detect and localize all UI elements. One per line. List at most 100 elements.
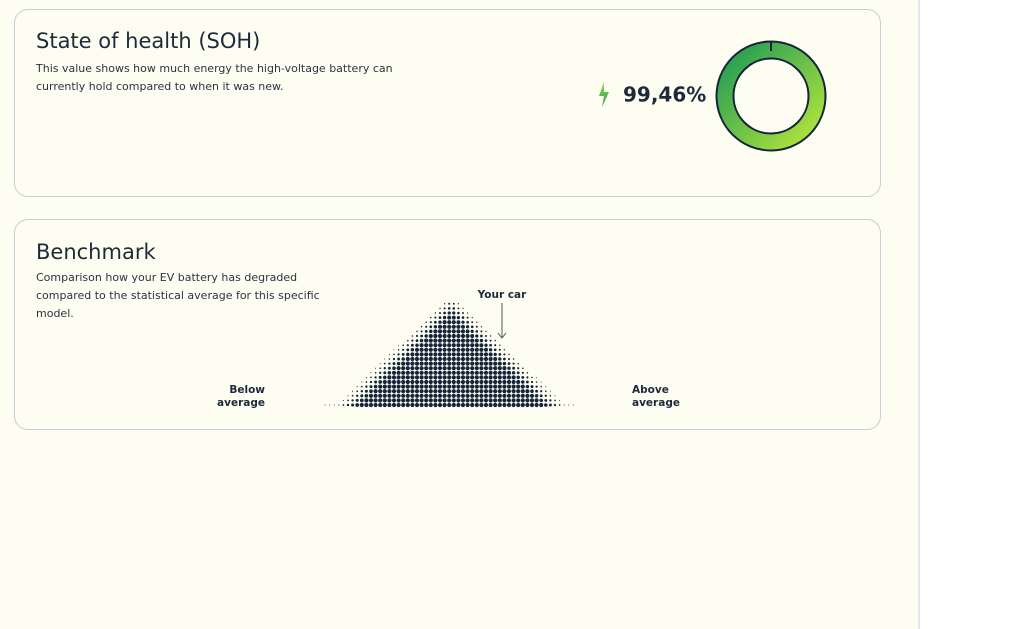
dot xyxy=(437,393,443,398)
dot xyxy=(483,352,489,357)
dot xyxy=(451,356,456,362)
dot xyxy=(379,367,382,370)
dot xyxy=(428,375,433,380)
dot xyxy=(456,389,461,394)
dot xyxy=(470,398,475,403)
dot xyxy=(401,402,406,408)
dot xyxy=(493,356,498,362)
dot xyxy=(529,398,535,403)
dot xyxy=(447,366,452,371)
dot xyxy=(428,379,433,385)
dot xyxy=(502,398,507,403)
dot xyxy=(479,370,484,375)
dot xyxy=(456,375,461,380)
dot xyxy=(401,389,406,394)
above-label: Above xyxy=(632,384,669,396)
dot xyxy=(483,356,489,362)
dot xyxy=(456,343,461,348)
dot xyxy=(451,375,456,380)
dot xyxy=(451,379,456,385)
dot xyxy=(420,334,423,338)
dot xyxy=(447,384,452,389)
dot xyxy=(470,379,475,385)
dot xyxy=(540,385,542,388)
dot xyxy=(488,348,493,352)
dot xyxy=(437,324,443,329)
dot xyxy=(474,375,479,380)
dot xyxy=(402,344,404,346)
dot xyxy=(479,356,484,362)
dot xyxy=(506,389,512,394)
ring xyxy=(717,42,825,150)
dot xyxy=(545,390,547,392)
dot xyxy=(474,347,479,352)
dot xyxy=(530,385,534,389)
dot xyxy=(516,379,521,385)
dot xyxy=(521,375,525,379)
dot xyxy=(511,389,516,394)
dot xyxy=(447,375,452,380)
dot xyxy=(502,361,507,366)
dot xyxy=(498,357,502,361)
dot xyxy=(456,352,461,357)
dot xyxy=(415,343,419,347)
dot xyxy=(410,393,415,398)
dot xyxy=(442,347,447,352)
dot xyxy=(544,394,547,397)
dot xyxy=(479,389,484,394)
dot xyxy=(470,361,475,366)
dot xyxy=(488,402,493,408)
dot xyxy=(460,347,466,352)
dot xyxy=(378,393,383,398)
dot xyxy=(483,361,489,366)
dot xyxy=(470,334,475,338)
dot xyxy=(424,366,429,371)
dot xyxy=(419,343,424,348)
dot xyxy=(502,402,507,408)
dot xyxy=(529,393,535,398)
dot xyxy=(407,339,409,342)
dot xyxy=(460,356,466,362)
dot xyxy=(382,384,387,389)
dot xyxy=(361,381,363,383)
dot xyxy=(397,349,400,351)
dot xyxy=(402,348,405,351)
dot xyxy=(420,326,423,328)
dot xyxy=(451,343,456,348)
dot xyxy=(479,343,484,348)
dot xyxy=(488,389,493,394)
dot xyxy=(497,402,502,408)
dot xyxy=(525,402,530,408)
dot xyxy=(388,358,391,360)
dot xyxy=(356,386,358,388)
dot xyxy=(364,402,369,408)
dot xyxy=(447,320,452,325)
dot xyxy=(465,361,470,366)
dot xyxy=(373,389,378,394)
dot xyxy=(433,329,438,334)
dot xyxy=(401,357,405,361)
dot xyxy=(470,338,475,343)
dot xyxy=(451,393,456,398)
dot xyxy=(470,370,475,375)
dot xyxy=(466,312,469,314)
dot xyxy=(474,370,479,375)
dot xyxy=(411,335,414,337)
dot xyxy=(406,348,410,352)
dot xyxy=(424,361,429,366)
dot-distribution xyxy=(324,302,574,408)
dot xyxy=(419,338,424,343)
dot xyxy=(488,398,493,403)
dot xyxy=(465,393,470,398)
dot xyxy=(512,358,515,360)
dot xyxy=(378,398,383,403)
dot xyxy=(517,367,520,370)
dot xyxy=(355,403,360,407)
dot xyxy=(506,384,512,389)
dot xyxy=(461,320,465,324)
dot xyxy=(387,398,392,403)
dot xyxy=(382,389,387,394)
dot xyxy=(364,389,368,393)
dot xyxy=(437,338,443,343)
